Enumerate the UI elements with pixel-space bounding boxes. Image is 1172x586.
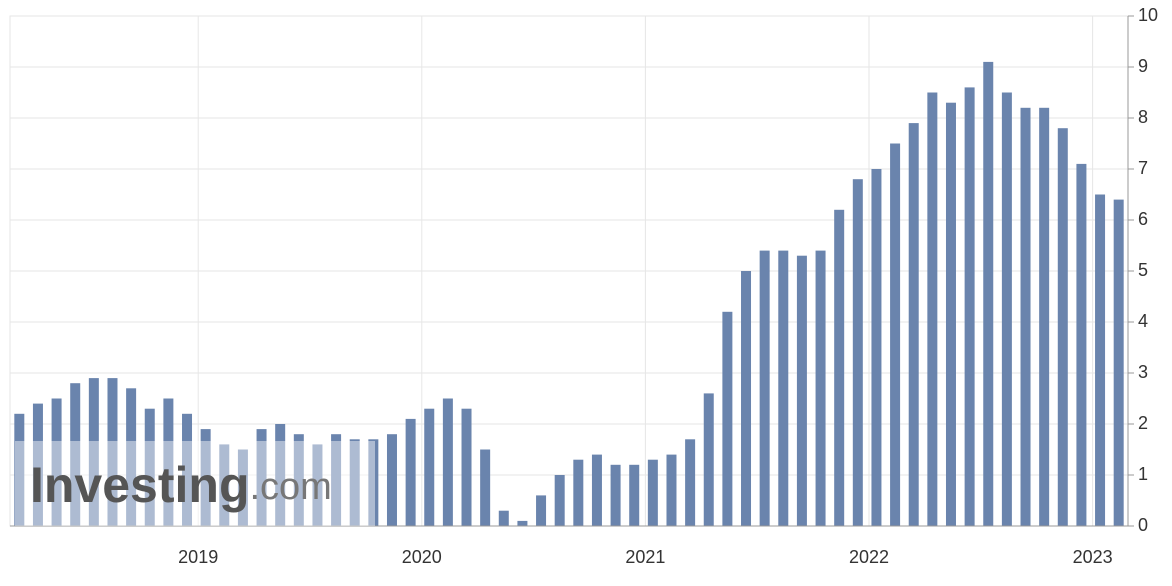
bar	[517, 520, 528, 526]
y-tick-label: 4	[1138, 311, 1148, 331]
bar	[200, 429, 211, 526]
bar	[573, 459, 584, 526]
bar	[964, 87, 975, 527]
bar	[591, 454, 602, 526]
y-tick-label: 1	[1138, 464, 1148, 484]
bar	[741, 271, 752, 526]
bar	[349, 439, 360, 526]
bar	[685, 439, 696, 526]
bar	[386, 434, 397, 526]
bar	[1057, 128, 1068, 526]
watermark-overlay	[15, 441, 375, 526]
bar	[759, 250, 770, 526]
bar	[927, 92, 938, 526]
y-tick-label: 9	[1138, 56, 1148, 76]
bar	[796, 255, 807, 526]
bar	[51, 398, 62, 526]
bar	[629, 464, 640, 526]
bar	[610, 464, 621, 526]
y-tick-label: 0	[1138, 515, 1148, 535]
bar	[945, 102, 956, 526]
bar	[536, 495, 547, 526]
y-tick-label: 2	[1138, 413, 1148, 433]
bar	[88, 378, 99, 526]
bar	[852, 179, 863, 526]
y-tick-label: 6	[1138, 209, 1148, 229]
y-tick-label: 5	[1138, 260, 1148, 280]
x-tick-label: 2023	[1073, 547, 1113, 567]
bar	[442, 398, 453, 526]
bar	[163, 398, 174, 526]
x-tick-label: 2020	[402, 547, 442, 567]
watermark-brand: Investing	[30, 457, 249, 513]
bar	[182, 413, 193, 526]
bar	[405, 418, 416, 526]
bar	[461, 408, 472, 526]
watermark-text: Investing.com	[30, 457, 332, 513]
bar	[70, 383, 81, 526]
bar	[32, 403, 43, 526]
bar	[1076, 163, 1087, 526]
bar	[871, 169, 882, 526]
y-tick-label: 3	[1138, 362, 1148, 382]
x-tick-label: 2021	[625, 547, 665, 567]
bar	[480, 449, 491, 526]
y-tick-label: 8	[1138, 107, 1148, 127]
bar	[126, 388, 137, 526]
bar	[908, 123, 919, 526]
bar	[778, 250, 789, 526]
bar	[312, 444, 323, 526]
bar	[666, 454, 677, 526]
watermark: Investing.com	[15, 441, 375, 526]
bar	[237, 449, 248, 526]
y-tick-label: 7	[1138, 158, 1148, 178]
bar	[331, 434, 342, 526]
x-tick-label: 2019	[178, 547, 218, 567]
bar	[722, 311, 733, 526]
bar	[498, 510, 509, 526]
bar	[107, 378, 118, 526]
bar	[983, 61, 994, 527]
bar	[1095, 194, 1106, 526]
bar	[890, 143, 901, 526]
watermark-suffix: .com	[249, 466, 331, 508]
bar	[144, 408, 155, 526]
bar	[256, 429, 267, 526]
bar	[834, 209, 845, 527]
bar	[703, 393, 714, 526]
bar	[293, 434, 304, 526]
y-tick-label: 10	[1138, 5, 1158, 25]
bar	[1039, 107, 1050, 527]
bar	[368, 439, 379, 526]
bar	[1020, 107, 1031, 527]
bar	[14, 413, 25, 526]
bar	[424, 408, 435, 526]
bar	[275, 424, 286, 526]
x-tick-label: 2022	[849, 547, 889, 567]
bar	[219, 444, 230, 526]
bar	[554, 475, 565, 526]
bar	[1001, 92, 1012, 526]
bar	[1113, 199, 1124, 526]
bar	[647, 459, 658, 526]
bar	[815, 250, 826, 526]
